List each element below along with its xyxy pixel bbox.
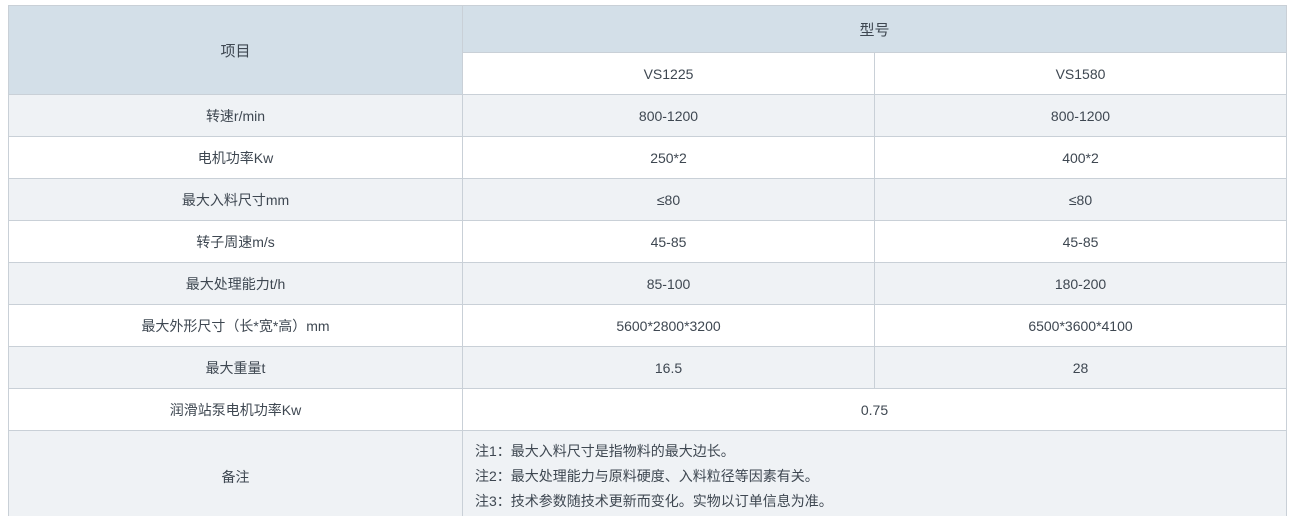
table-row-speed: 转速r/min 800-1200 800-1200 <box>8 94 1288 137</box>
row-value: ≤80 <box>873 178 1288 221</box>
table-row-max-feed-size: 最大入料尺寸mm ≤80 ≤80 <box>8 178 1288 221</box>
row-value: 45-85 <box>873 220 1288 263</box>
row-value: 5600*2800*3200 <box>462 304 875 347</box>
table-row-motor-power: 电机功率Kw 250*2 400*2 <box>8 136 1288 179</box>
table-row-max-weight: 最大重量t 16.5 28 <box>8 346 1288 389</box>
row-label: 转子周速m/s <box>8 220 463 263</box>
table-row-max-dimensions: 最大外形尺寸（长*宽*高）mm 5600*2800*3200 6500*3600… <box>8 304 1288 347</box>
model-name-cell-vs1580: VS1580 <box>873 52 1288 95</box>
row-value: 800-1200 <box>873 94 1288 137</box>
row-value: 28 <box>873 346 1288 389</box>
row-value: 6500*3600*4100 <box>873 304 1288 347</box>
row-value-span: 0.75 <box>461 388 1288 431</box>
row-label: 电机功率Kw <box>8 136 463 179</box>
row-label: 最大处理能力t/h <box>8 262 463 305</box>
row-label: 润滑站泵电机功率Kw <box>8 388 463 431</box>
header-item-cell: 项目 <box>8 5 463 95</box>
row-label: 转速r/min <box>8 94 463 137</box>
row-value: 16.5 <box>462 346 875 389</box>
header-model-cell: 型号 <box>461 5 1288 53</box>
row-value: 45-85 <box>462 220 875 263</box>
row-value: 400*2 <box>873 136 1288 179</box>
table-row-lube-pump-power: 润滑站泵电机功率Kw 0.75 <box>8 388 1288 431</box>
row-label: 最大入料尺寸mm <box>8 178 463 221</box>
row-value: 85-100 <box>462 262 875 305</box>
row-label: 最大重量t <box>8 346 463 389</box>
table-row-remarks: 备注 注1：最大入料尺寸是指物料的最大边长。 注2：最大处理能力与原料硬度、入料… <box>8 430 1288 516</box>
row-value: 250*2 <box>462 136 875 179</box>
row-label: 备注 <box>8 430 463 516</box>
table-row-rotor-speed: 转子周速m/s 45-85 45-85 <box>8 220 1288 263</box>
note-line-2: 注2：最大处理能力与原料硬度、入料粒径等因素有关。 <box>475 468 819 484</box>
row-value: ≤80 <box>462 178 875 221</box>
note-line-3: 注3：技术参数随技术更新而变化。实物以订单信息为准。 <box>475 493 833 509</box>
row-value: 800-1200 <box>462 94 875 137</box>
row-label: 最大外形尺寸（长*宽*高）mm <box>8 304 463 347</box>
table-row-max-capacity: 最大处理能力t/h 85-100 180-200 <box>8 262 1288 305</box>
row-value: 180-200 <box>873 262 1288 305</box>
header-row-model-names: VS1225 VS1580 <box>9 52 1288 95</box>
note-line-1: 注1：最大入料尺寸是指物料的最大边长。 <box>475 443 735 459</box>
header-row-model-group: 项目 型号 <box>8 5 1288 95</box>
spec-table: 项目 型号 VS1225 VS1580 转速r/min 800-1200 800… <box>8 5 1288 516</box>
model-name-cell-vs1225: VS1225 <box>462 52 875 95</box>
remarks-cell: 注1：最大入料尺寸是指物料的最大边长。 注2：最大处理能力与原料硬度、入料粒径等… <box>461 430 1288 516</box>
